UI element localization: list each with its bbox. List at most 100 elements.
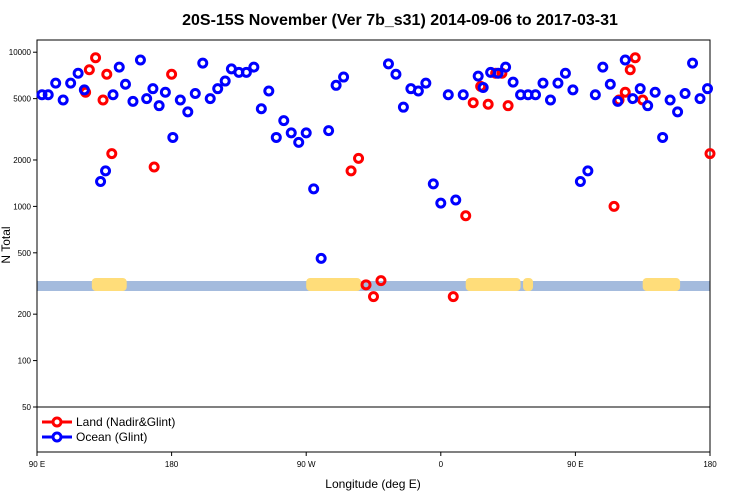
x-tick-label: 90 E <box>29 460 45 469</box>
data-point <box>285 127 297 139</box>
data-point <box>153 100 165 112</box>
land-region <box>306 278 362 291</box>
data-point <box>500 61 512 73</box>
x-tick-label: 180 <box>165 460 179 469</box>
data-point <box>101 68 113 80</box>
data-point <box>627 93 639 105</box>
data-point <box>148 161 160 173</box>
data-point <box>113 61 125 73</box>
series-land <box>80 52 716 303</box>
legend-land-marker <box>51 416 63 428</box>
data-point <box>390 68 402 80</box>
data-point <box>420 77 432 89</box>
data-point <box>649 86 661 98</box>
data-point <box>212 83 224 95</box>
data-point <box>197 57 209 69</box>
y-tick-label: 100 <box>18 357 32 366</box>
data-point <box>278 115 290 127</box>
data-point <box>106 148 118 160</box>
data-point <box>482 98 494 110</box>
chart-title: 20S-15S November (Ver 7b_s31) 2014-09-06… <box>182 12 618 29</box>
data-point <box>507 76 519 88</box>
data-point <box>382 58 394 70</box>
data-point <box>368 291 379 303</box>
data-points <box>36 52 716 303</box>
data-point <box>530 89 542 101</box>
data-point <box>57 94 69 106</box>
land-region <box>642 278 681 291</box>
data-point <box>119 78 131 90</box>
data-point <box>629 52 641 64</box>
data-point <box>634 83 646 95</box>
data-point <box>702 83 714 95</box>
data-point <box>642 100 654 112</box>
data-point <box>457 89 469 101</box>
data-point <box>704 148 716 160</box>
data-point <box>477 82 489 94</box>
data-point <box>589 89 601 101</box>
data-point <box>248 61 260 73</box>
data-point <box>450 194 462 206</box>
data-point <box>544 94 556 106</box>
data-point <box>412 85 424 97</box>
data-point <box>345 165 357 177</box>
data-point <box>42 89 54 101</box>
y-axis: 50 100 200 500 1000 2000 5000 10000 <box>9 48 37 412</box>
data-point <box>619 54 631 66</box>
data-point <box>619 86 631 98</box>
x-axis-label: Longitude (deg E) <box>325 477 420 491</box>
data-point <box>330 79 342 91</box>
data-point <box>664 94 676 106</box>
data-point <box>657 131 669 143</box>
data-point <box>672 106 684 118</box>
data-point <box>472 70 484 82</box>
y-tick-label: 5000 <box>13 95 31 104</box>
data-point <box>338 71 350 83</box>
data-point <box>460 210 472 222</box>
data-point <box>467 97 479 109</box>
x-tick-label: 90 E <box>567 460 583 469</box>
data-point <box>624 64 636 76</box>
data-point <box>97 94 109 106</box>
data-point <box>167 131 179 143</box>
data-point <box>360 279 372 291</box>
data-point <box>127 95 139 107</box>
data-point <box>427 178 439 190</box>
data-point <box>375 275 387 287</box>
data-point <box>293 136 305 148</box>
data-point <box>442 89 454 101</box>
y-tick-label: 50 <box>22 403 31 412</box>
x-tick-label: 180 <box>703 460 717 469</box>
data-point <box>574 176 586 188</box>
data-point <box>204 93 216 105</box>
data-point <box>612 95 624 107</box>
data-point <box>323 125 335 137</box>
data-point <box>219 75 231 87</box>
data-point <box>597 61 609 73</box>
data-point <box>166 68 178 80</box>
data-point <box>107 89 119 101</box>
data-point <box>147 83 159 95</box>
data-point <box>447 291 459 303</box>
legend: Land (Nadir&Glint) Ocean (Glint) <box>42 415 175 444</box>
data-point <box>159 86 171 98</box>
data-point <box>83 64 95 76</box>
x-axis: 90 E 180 90 W 0 90 E 180 <box>29 452 717 469</box>
x-tick-label: 0 <box>439 460 444 469</box>
data-point <box>270 131 282 143</box>
data-point <box>174 94 186 106</box>
data-point <box>315 252 327 264</box>
data-point <box>65 77 77 89</box>
legend-panel <box>36 406 711 453</box>
y-tick-label: 1000 <box>13 202 31 211</box>
data-point <box>492 67 504 79</box>
data-point <box>141 93 153 105</box>
land-region <box>465 278 521 291</box>
land-region <box>523 278 534 291</box>
data-point <box>502 100 514 112</box>
data-point <box>559 67 571 79</box>
data-point <box>263 85 275 97</box>
data-point <box>679 87 691 99</box>
y-tick-label: 500 <box>18 249 32 258</box>
data-point <box>134 54 146 66</box>
